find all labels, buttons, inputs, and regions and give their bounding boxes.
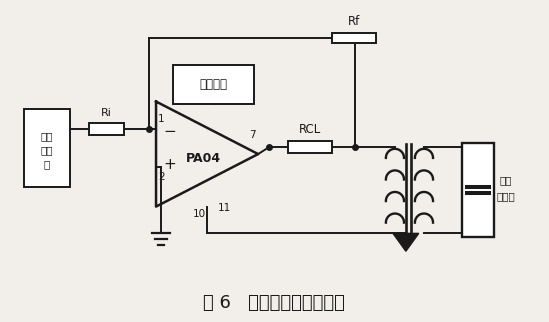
Text: −: − [164, 124, 176, 139]
Text: 调谐: 调谐 [500, 175, 512, 185]
Text: 变压器: 变压器 [497, 191, 516, 201]
Text: 2: 2 [158, 172, 165, 182]
Text: Rf: Rf [348, 15, 361, 28]
Text: 11: 11 [219, 203, 232, 213]
Text: 稳压: 稳压 [41, 145, 53, 155]
Text: +: + [164, 157, 176, 173]
Text: RCL: RCL [299, 123, 321, 136]
Bar [333, 33, 376, 43]
Text: 10: 10 [193, 209, 206, 219]
Bar [88, 123, 124, 135]
Polygon shape [393, 233, 419, 251]
Text: 器: 器 [44, 159, 50, 169]
Text: PA04: PA04 [186, 152, 221, 165]
Bar [288, 141, 332, 153]
Text: 图 6   声纳换能器驱动电路: 图 6 声纳换能器驱动电路 [203, 294, 345, 312]
Text: 1: 1 [158, 114, 165, 124]
Text: 7: 7 [250, 130, 256, 140]
Text: 12: 12 [199, 90, 212, 99]
Text: 整流: 整流 [41, 131, 53, 141]
Text: Ri: Ri [101, 109, 112, 118]
Bar [24, 109, 70, 187]
Bar [462, 143, 494, 237]
Text: 控制逻辑: 控制逻辑 [199, 78, 227, 91]
Bar [173, 65, 254, 105]
